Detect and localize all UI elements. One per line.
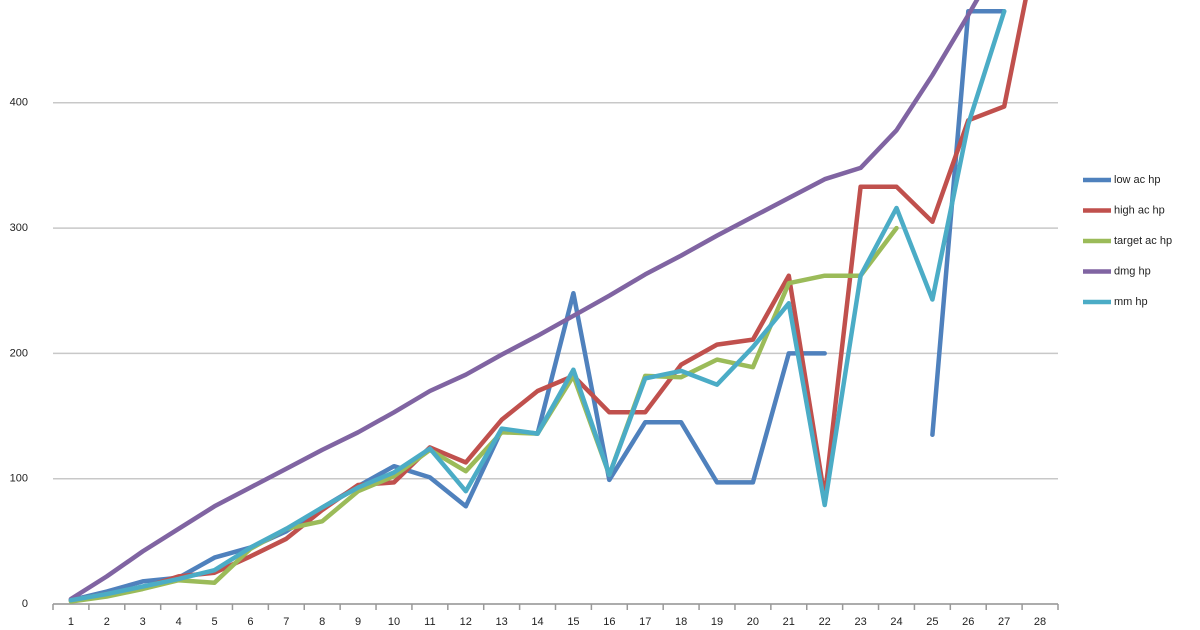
legend-label: low ac hp [1114, 174, 1160, 186]
x-tick-label: 26 [962, 616, 974, 628]
legend: low ac hp high ac hp target ac hp dmg hp mm … [1083, 174, 1172, 308]
x-tick-label: 9 [355, 616, 361, 628]
legend-label: high ac hp [1114, 204, 1165, 216]
x-tick-label: 7 [283, 616, 289, 628]
plot-area [68, 0, 1028, 604]
x-tick-label: 24 [890, 616, 902, 628]
y-tick-label: 100 [10, 473, 28, 485]
x-tick-label: 3 [140, 616, 146, 628]
series-line [68, 9, 1007, 603]
series-line [68, 9, 1007, 603]
x-tick-label: 5 [211, 616, 217, 628]
series-line [68, 225, 899, 604]
x-tick-label: 22 [819, 616, 831, 628]
grid [52, 102, 1059, 610]
x-tick-label: 20 [747, 616, 759, 628]
x-tick-label: 14 [531, 616, 543, 628]
x-tick-label: 11 [424, 616, 435, 628]
x-tick-label: 4 [176, 616, 182, 628]
x-tick-label: 23 [854, 616, 866, 628]
legend-label: target ac hp [1114, 235, 1172, 247]
x-tick-label: 27 [998, 616, 1010, 628]
x-tick-label: 18 [675, 616, 687, 628]
x-tick-label: 19 [711, 616, 723, 628]
x-tick-label: 17 [639, 616, 651, 628]
x-tick-label: 12 [460, 616, 472, 628]
x-tick-label: 2 [104, 616, 110, 628]
y-tick-label: 0 [22, 598, 28, 610]
series-line [68, 0, 1028, 603]
x-tick-label: 8 [319, 616, 325, 628]
x-tick-label: 13 [496, 616, 508, 628]
x-tick-label: 10 [388, 616, 400, 628]
x-tick-label: 1 [68, 616, 74, 628]
x-tick-label: 28 [1034, 616, 1046, 628]
legend-label: mm hp [1114, 296, 1148, 308]
x-tick-label: 25 [926, 616, 938, 628]
x-tick-label: 16 [603, 616, 615, 628]
y-tick-label: 200 [10, 347, 28, 359]
x-tick-label: 15 [567, 616, 579, 628]
y-tick-label: 400 [10, 97, 28, 109]
legend-label: dmg hp [1114, 265, 1151, 277]
x-tick-label: 6 [247, 616, 253, 628]
series-line [68, 0, 980, 602]
y-tick-label: 300 [10, 222, 28, 234]
x-tick-label: 21 [783, 616, 795, 628]
